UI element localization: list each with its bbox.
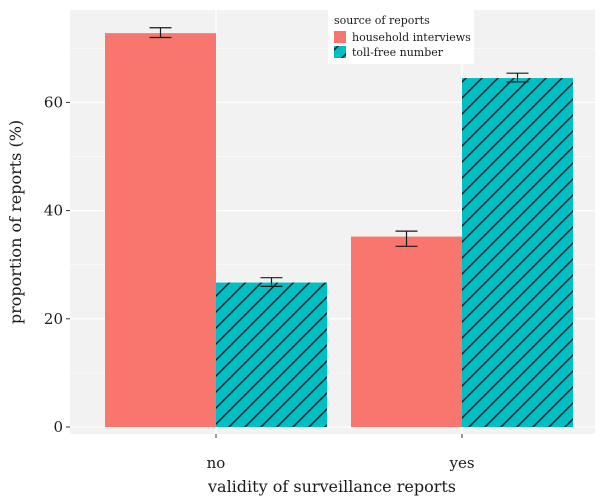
x-axis-title: validity of surveillance reports <box>207 477 456 496</box>
x-axis: no yes <box>207 434 475 472</box>
legend-key-toll-free-number <box>334 46 346 58</box>
y-axis: 0 20 40 60 <box>44 93 70 436</box>
x-tick-label: yes <box>448 454 474 472</box>
x-tick-label: no <box>207 454 226 472</box>
bar-household-interviews-no <box>105 33 216 427</box>
y-tick-label: 20 <box>44 310 63 328</box>
legend-key-household-interviews <box>334 31 346 43</box>
legend-label-toll-free-number: toll-free number <box>352 46 444 59</box>
legend-background <box>328 10 474 64</box>
y-tick-label: 40 <box>44 202 63 220</box>
y-axis-title: proportion of reports (%) <box>6 120 25 324</box>
error-bars <box>149 27 529 287</box>
y-tick-label: 60 <box>44 93 63 111</box>
bars <box>105 33 573 428</box>
legend-label-household-interviews: household interviews <box>352 31 471 44</box>
bar-toll-free-number-no <box>216 282 327 427</box>
legend-title: source of reports <box>334 14 430 27</box>
y-tick-label: 0 <box>53 418 63 436</box>
bar-household-interviews-yes <box>351 236 462 427</box>
legend: source of reports household interviews t… <box>328 10 474 64</box>
bar-toll-free-number-yes <box>462 78 573 428</box>
